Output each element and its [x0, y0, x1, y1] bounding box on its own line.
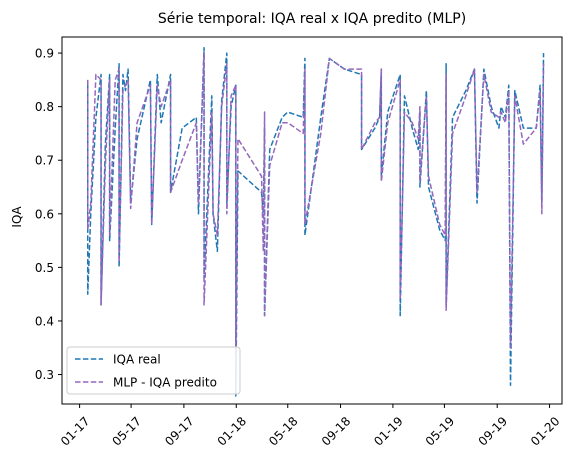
y-tick-label: 0.8: [35, 100, 54, 114]
plot-area-frame: [61, 36, 563, 405]
series-layer: [87, 46, 545, 397]
y-tick-label: 0.9: [35, 47, 54, 61]
y-axis-label: IQA: [10, 206, 24, 228]
y-tick-label: 0.6: [35, 207, 54, 221]
y-tick-label: 0.5: [35, 261, 54, 275]
y-tick-label: 0.4: [35, 314, 54, 328]
legend-label-pred: MLP - IQA predito: [113, 376, 217, 390]
legend-box: [66, 346, 241, 395]
legend-label-real: IQA real: [113, 353, 161, 367]
series-line-pred: [87, 52, 545, 354]
y-tick-label: 0.7: [35, 154, 54, 168]
legend: IQA real MLP - IQA predito: [66, 346, 241, 395]
y-tick-label: 0.3: [35, 368, 54, 382]
chart-title: Série temporal: IQA real x IQA predito (…: [158, 11, 466, 27]
